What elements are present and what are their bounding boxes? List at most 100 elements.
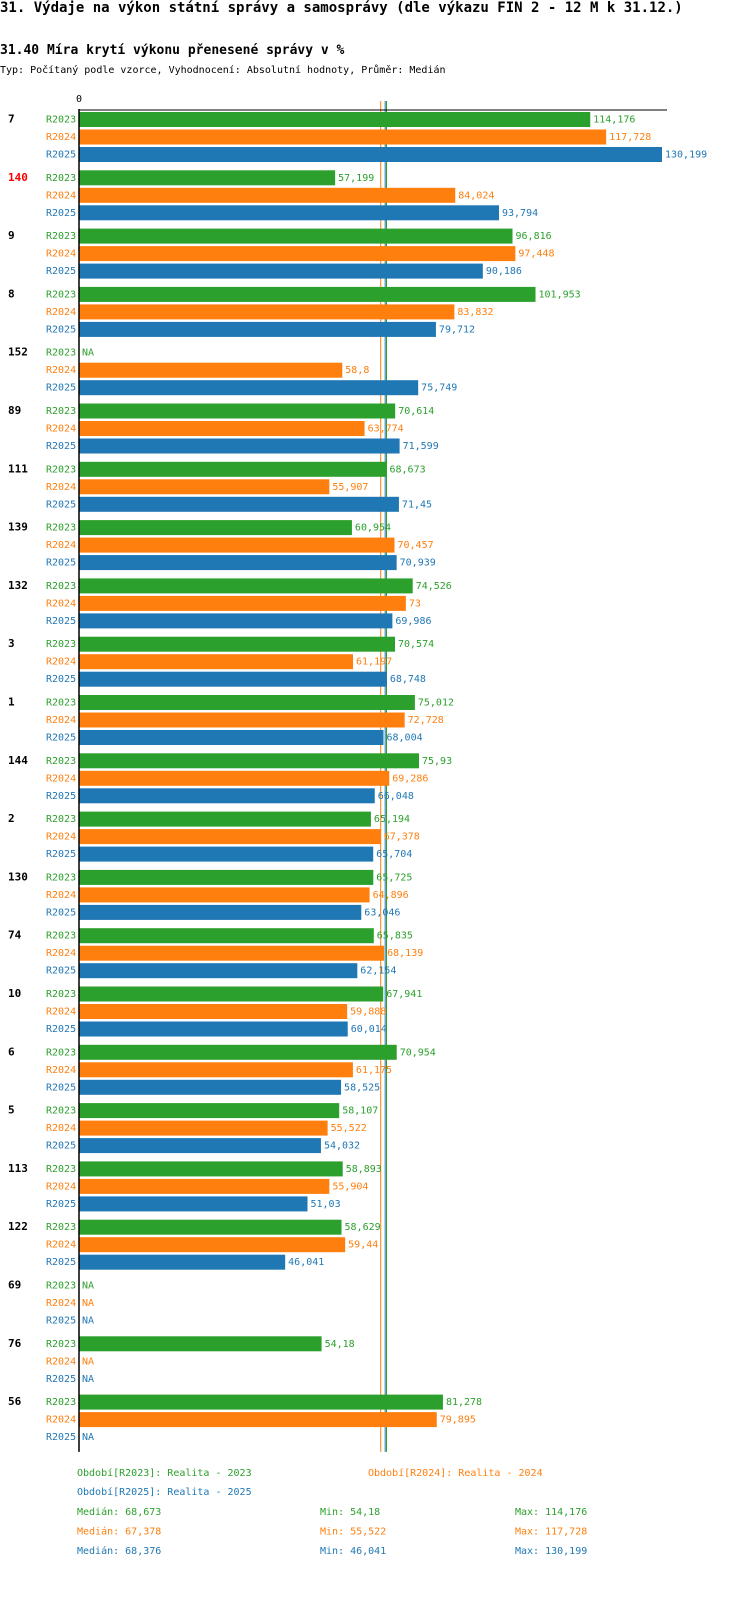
data-label: 59,44 [348, 1240, 378, 1251]
data-label: 68,748 [390, 674, 426, 685]
data-label: 60,014 [351, 1024, 387, 1035]
bar [79, 695, 415, 710]
bar [79, 228, 513, 244]
data-label: 70,954 [400, 1047, 436, 1058]
group-label: 10 [8, 987, 21, 1000]
data-label: 79,712 [439, 324, 475, 335]
legend-entry: Období[R2023]: Realita - 2023 [77, 1467, 252, 1479]
bar [79, 362, 343, 378]
bar [79, 770, 390, 786]
bar [79, 963, 358, 979]
data-label: 62,154 [360, 966, 396, 977]
bar [79, 286, 536, 302]
data-label: 93,794 [502, 208, 538, 219]
group-label: 113 [8, 1162, 28, 1175]
data-label: 67,378 [384, 832, 420, 843]
bar [79, 595, 406, 611]
series-label: R2025 [46, 733, 76, 744]
series-label: R2024 [46, 948, 76, 959]
data-label: 65,835 [377, 931, 413, 942]
data-label: 46,041 [288, 1257, 324, 1268]
bar [79, 170, 336, 186]
group-label: 132 [8, 579, 28, 592]
series-label: R2025 [46, 1257, 76, 1268]
data-label: 65,194 [374, 814, 410, 825]
stat-max: Max: 114,176 [515, 1507, 587, 1518]
series-label: R2024 [46, 1123, 76, 1134]
series-label: R2024 [46, 1007, 76, 1018]
data-label: 65,725 [376, 872, 412, 883]
bar [79, 1412, 437, 1428]
x-axis-tick-label: 0 [76, 94, 82, 105]
series-label: R2024 [46, 598, 76, 609]
series-label: R2024 [46, 1240, 76, 1251]
bar [79, 671, 387, 687]
legend: Období[R2023]: Realita - 2023 Období[R202… [77, 1467, 587, 1557]
series-label: R2024 [46, 1298, 76, 1309]
bar [79, 788, 375, 804]
bar [79, 421, 365, 436]
bar [79, 461, 387, 477]
series-label: R2024 [46, 540, 76, 551]
bar [79, 730, 384, 745]
data-label: 55,907 [332, 482, 368, 493]
data-label: 57,199 [338, 173, 374, 184]
series-label: R2024 [46, 190, 76, 201]
group-label: 9 [8, 229, 15, 242]
legend-entry: Období[R2024]: Realita - 2024 [368, 1467, 543, 1479]
bar [79, 1103, 340, 1119]
series-label: R2023 [46, 1047, 76, 1058]
stat-min: Min: 54,18 [320, 1507, 380, 1518]
group-label: 152 [8, 346, 28, 359]
data-label: 59,888 [350, 1007, 386, 1018]
series-label: R2023 [46, 872, 76, 883]
bar [79, 1219, 342, 1235]
bar [79, 147, 662, 162]
bar [79, 1161, 343, 1177]
series-label: R2023 [46, 348, 76, 359]
series-label: R2023 [46, 814, 76, 825]
bar [79, 496, 399, 512]
data-label: 81,278 [446, 1397, 482, 1408]
group-label: 6 [8, 1045, 15, 1058]
series-label: R2025 [46, 383, 76, 394]
series-label: R2023 [46, 115, 76, 126]
data-label: 70,939 [400, 558, 436, 569]
bar [79, 187, 456, 203]
bar [79, 479, 330, 495]
bar [79, 887, 370, 903]
data-label: 64,896 [373, 890, 409, 901]
series-label: R2025 [46, 1374, 76, 1385]
bar [79, 1138, 321, 1154]
data-label: 65,704 [376, 849, 412, 860]
data-label: 75,012 [418, 698, 454, 709]
stat-median: Medián: 68,673 [77, 1506, 161, 1518]
group-label: 89 [8, 404, 21, 417]
series-label: R2023 [46, 1106, 76, 1117]
group-label: 144 [8, 754, 28, 767]
data-label: 55,904 [332, 1181, 368, 1192]
group-label: 56 [8, 1395, 22, 1408]
series-label: R2025 [46, 266, 76, 277]
bar [79, 869, 374, 885]
axes: 0 [76, 94, 667, 1452]
series-label: R2023 [46, 406, 76, 417]
na-label: NA [82, 348, 94, 359]
bar [79, 321, 436, 337]
stat-min: Min: 55,522 [320, 1527, 386, 1538]
series-label: R2024 [46, 890, 76, 901]
data-label: 71,599 [403, 441, 439, 452]
bar [79, 1079, 342, 1095]
data-label: 83,832 [457, 307, 493, 318]
series-label: R2024 [46, 773, 76, 784]
series-label: R2023 [46, 523, 76, 534]
bar [79, 904, 362, 920]
series-label: R2024 [46, 365, 76, 376]
bar [79, 555, 397, 571]
data-label: 72,728 [408, 715, 444, 726]
series-label: R2025 [46, 499, 76, 510]
bar [79, 304, 455, 320]
stat-min: Min: 46,041 [320, 1546, 386, 1557]
data-label: 71,45 [402, 499, 432, 510]
